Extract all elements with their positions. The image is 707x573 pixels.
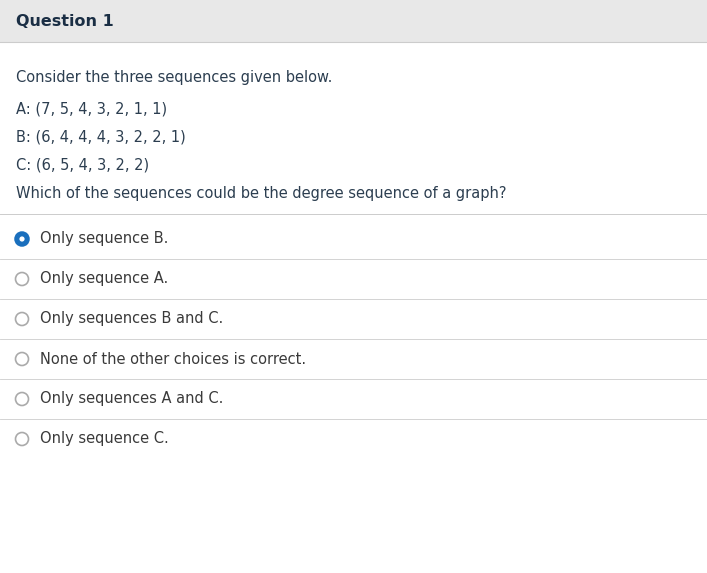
Circle shape <box>16 233 28 245</box>
Circle shape <box>16 352 28 366</box>
Text: Only sequences A and C.: Only sequences A and C. <box>40 391 223 406</box>
Circle shape <box>16 273 28 285</box>
Text: Only sequence B.: Only sequence B. <box>40 231 168 246</box>
Circle shape <box>19 237 25 242</box>
Text: A: (7, 5, 4, 3, 2, 1, 1): A: (7, 5, 4, 3, 2, 1, 1) <box>16 102 167 117</box>
Text: C: (6, 5, 4, 3, 2, 2): C: (6, 5, 4, 3, 2, 2) <box>16 158 149 173</box>
FancyBboxPatch shape <box>0 0 707 42</box>
Circle shape <box>16 393 28 406</box>
Text: Only sequence A.: Only sequence A. <box>40 272 168 286</box>
Text: Only sequences B and C.: Only sequences B and C. <box>40 312 223 327</box>
Text: Consider the three sequences given below.: Consider the three sequences given below… <box>16 70 332 85</box>
Circle shape <box>16 433 28 445</box>
Text: Which of the sequences could be the degree sequence of a graph?: Which of the sequences could be the degr… <box>16 186 506 201</box>
Circle shape <box>16 312 28 325</box>
Text: None of the other choices is correct.: None of the other choices is correct. <box>40 351 306 367</box>
Text: Question 1: Question 1 <box>16 14 114 29</box>
Text: B: (6, 4, 4, 4, 3, 2, 2, 1): B: (6, 4, 4, 4, 3, 2, 2, 1) <box>16 130 186 145</box>
Text: Only sequence C.: Only sequence C. <box>40 431 169 446</box>
